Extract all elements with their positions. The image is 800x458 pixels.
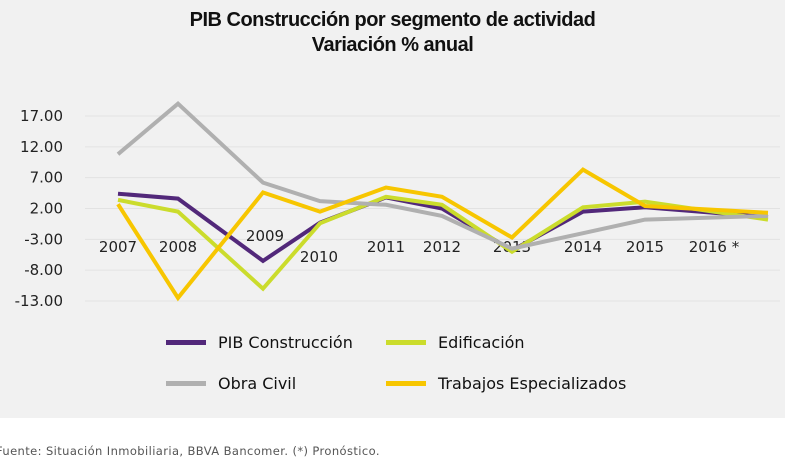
x-tick-label: 2010 — [300, 248, 338, 266]
y-axis-ticks: 17.00 12.00 7.00 2.00 -3.00 -8.00 -13.00 — [15, 107, 63, 310]
x-tick-label: 2012 — [423, 238, 461, 256]
series-lines — [116, 101, 769, 302]
y-tick-label: 7.00 — [30, 169, 63, 187]
x-tick-label: 2015 — [626, 238, 664, 256]
chart-title-block: PIB Construcción por segmento de activid… — [0, 8, 785, 58]
y-tick-label: 2.00 — [30, 200, 63, 218]
chart-title: PIB Construcción por segmento de activid… — [189, 9, 596, 31]
y-tick-label: -8.00 — [24, 261, 63, 279]
x-tick-label: 2009 — [246, 227, 284, 245]
chart-panel: PIB Construcción por segmento de activid… — [0, 0, 785, 418]
series-line-3 — [116, 167, 769, 302]
source-footnote: Fuente: Situación Inmobiliaria, BBVA Ban… — [0, 444, 380, 458]
series-line-1 — [117, 194, 769, 292]
series-line-0 — [117, 191, 769, 264]
x-tick-label: 2014 — [564, 238, 602, 256]
y-tick-label: 17.00 — [20, 107, 63, 125]
y-tick-label: -3.00 — [24, 230, 63, 248]
x-tick-label: 2011 — [367, 238, 405, 256]
chart-subtitle: Variación % anual — [311, 34, 474, 56]
y-tick-label: -13.00 — [15, 292, 63, 310]
x-tick-label: 2008 — [159, 238, 197, 256]
x-tick-label: 2016 * — [689, 238, 740, 256]
x-tick-label: 2007 — [99, 238, 137, 256]
line-chart: 17.00 12.00 7.00 2.00 -3.00 -8.00 -13.00 2007 2… — [15, 101, 780, 310]
series-line-2 — [116, 101, 769, 251]
y-tick-label: 12.00 — [20, 138, 63, 156]
